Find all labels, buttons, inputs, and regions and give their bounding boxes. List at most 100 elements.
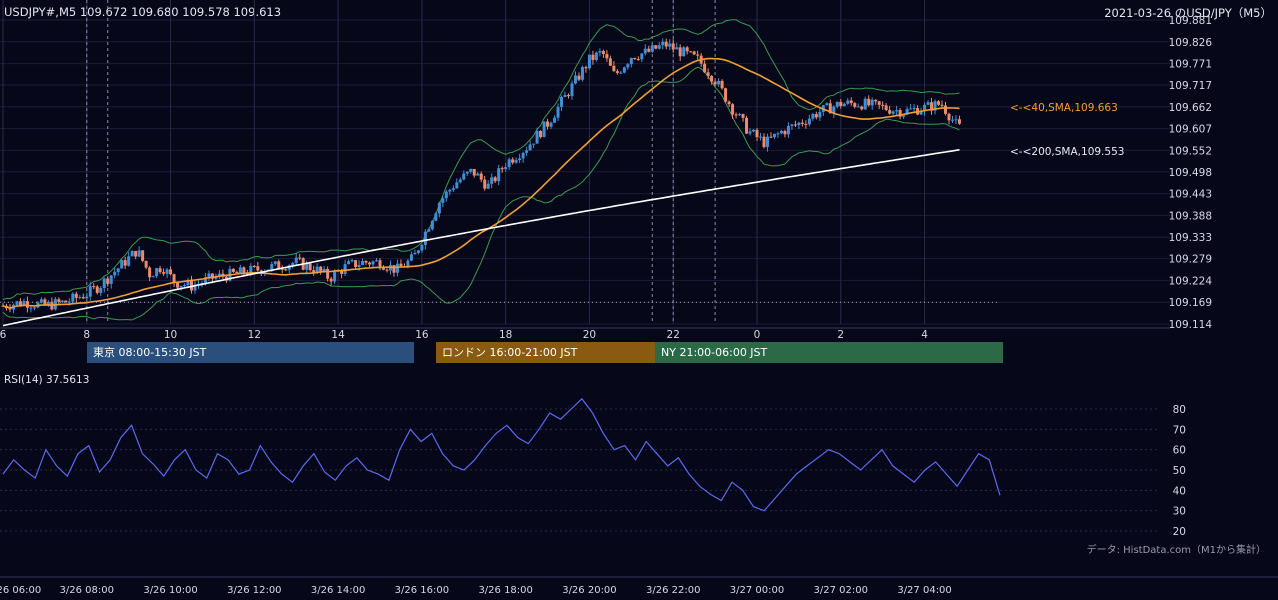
candle-body: [207, 273, 211, 278]
candle-body: [636, 59, 640, 61]
candle-body: [783, 131, 787, 135]
time-axis: 6 8 10 12 14 16 18 20 22 0 2 4: [0, 329, 928, 341]
candle-body: [148, 267, 152, 278]
candle-body: [217, 273, 221, 277]
candle-body: [923, 104, 927, 112]
candle-body: [294, 257, 298, 263]
candle-body: [671, 43, 675, 50]
session-marker-lines: [86, 0, 716, 324]
candle-body: [483, 179, 487, 189]
candle-body: [511, 159, 515, 163]
candle-body: [322, 269, 326, 272]
rsi-axis: 80 70 60 50 40 30 20: [1173, 404, 1186, 538]
candle-body: [888, 110, 892, 114]
candle-body: [46, 301, 50, 306]
candle-body: [151, 276, 155, 278]
candle-body: [675, 47, 679, 50]
candle-body: [580, 67, 584, 80]
candle-body: [29, 307, 33, 309]
candle-body: [430, 220, 434, 230]
price-tick-label: 109.169: [1169, 297, 1212, 309]
price-tick-label: 109.881: [1169, 15, 1212, 27]
candle-body: [329, 278, 333, 282]
candle-body: [755, 129, 759, 138]
rsi-time-label: 3/26 12:00: [227, 585, 281, 596]
candle-body: [828, 103, 832, 114]
candle-body: [654, 45, 658, 49]
candle-body: [930, 102, 934, 111]
candle-body: [245, 273, 249, 275]
candle-body: [710, 75, 714, 82]
candle-body: [455, 182, 459, 189]
session-london: ロンドン 16:00-21:00 JST: [436, 342, 655, 363]
candle-body: [870, 99, 874, 106]
rsi-time-axis: 3/26 06:00 3/26 08:00 3/26 10:00 3/26 12:00…: [0, 585, 952, 596]
price-tick-label: 109.498: [1169, 167, 1212, 179]
candle-body: [769, 136, 773, 138]
candle-body: [451, 188, 455, 190]
rsi-series: [2, 397, 1001, 512]
time-tick-label: 18: [499, 329, 512, 341]
candle-body: [605, 54, 609, 59]
candle-body: [406, 260, 410, 267]
candle-body: [912, 108, 916, 110]
time-tick-label: 16: [415, 329, 429, 341]
candle-body: [895, 110, 899, 112]
candle-body: [685, 47, 689, 52]
price-tick-label: 109.607: [1169, 124, 1212, 136]
candle-body: [186, 280, 190, 286]
rsi-time-label: 3/27 02:00: [814, 585, 868, 596]
rsi-tick-label: 80: [1173, 404, 1186, 416]
candle-body: [504, 167, 508, 170]
candle-body: [378, 260, 382, 269]
candle-body: [99, 288, 103, 293]
time-tick-label: 0: [754, 329, 761, 341]
candle-body: [25, 301, 29, 308]
bollinger-lower: [2, 66, 960, 321]
candle-body: [804, 123, 808, 125]
candle-body: [392, 265, 396, 273]
rsi-time-label: 3/26 22:00: [646, 585, 700, 596]
candle-body: [109, 275, 113, 284]
candle-body: [315, 266, 319, 273]
candle-body: [563, 95, 567, 97]
candle-body: [703, 63, 707, 73]
price-tick-label: 109.279: [1169, 254, 1212, 266]
candle-body: [242, 267, 246, 274]
candle-body: [877, 101, 881, 105]
candle-body: [884, 105, 888, 111]
candle-body: [106, 278, 110, 284]
candle-body: [137, 250, 141, 257]
candle-body: [612, 65, 616, 72]
candle-body: [162, 272, 166, 274]
session-ny: NY 21:00-06:00 JST: [655, 342, 1003, 363]
time-tick-label: 20: [583, 329, 596, 341]
candle-body: [368, 262, 372, 265]
candle-body: [643, 48, 647, 54]
candle-body: [950, 119, 954, 121]
candle-body: [448, 189, 452, 192]
candle-body: [385, 269, 389, 271]
candle-body: [88, 286, 92, 297]
rsi-time-label: 3/26 10:00: [143, 585, 197, 596]
candle-body: [395, 263, 399, 273]
rsi-time-label: 3/26 08:00: [60, 585, 114, 596]
candle-body: [947, 113, 951, 121]
candle-body: [919, 111, 923, 115]
candle-body: [633, 57, 637, 60]
candle-body: [762, 136, 766, 148]
price-tick-label: 109.826: [1169, 37, 1213, 49]
candle-body: [169, 269, 173, 275]
candle-body: [724, 88, 728, 102]
candle-body: [479, 173, 483, 180]
candle-body: [493, 177, 497, 182]
candle-body: [81, 297, 85, 299]
candle-body: [249, 265, 253, 275]
candle-body: [371, 261, 375, 265]
candle-body: [629, 57, 633, 65]
candle-body: [800, 122, 804, 124]
candle-body: [441, 198, 445, 203]
candle-body: [200, 282, 204, 284]
candle-body: [909, 108, 913, 110]
candle-body: [626, 64, 630, 68]
